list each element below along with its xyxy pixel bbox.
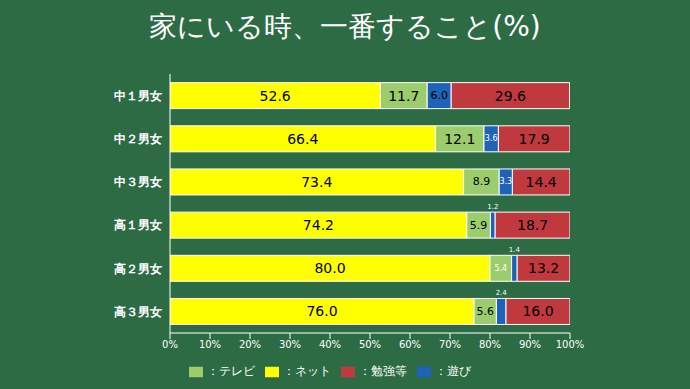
html-text:：遊び: ：遊び <box>435 364 471 378</box>
svg-text:中１男女: 中１男女 <box>114 89 162 103</box>
svg-text:3.3: 3.3 <box>499 177 512 186</box>
svg-text:66.4: 66.4 <box>287 131 318 147</box>
svg-text:高１男女: 高１男女 <box>114 218 162 232</box>
svg-text:90%: 90% <box>519 339 541 350</box>
svg-text:80%: 80% <box>479 339 501 350</box>
svg-text:76.0: 76.0 <box>306 303 337 319</box>
svg-text:2.4: 2.4 <box>496 289 508 297</box>
svg-text:70%: 70% <box>439 339 461 350</box>
svg-text:100%: 100% <box>556 339 585 350</box>
svg-text:10%: 10% <box>199 339 221 350</box>
svg-text:52.6: 52.6 <box>260 88 291 104</box>
svg-text:17.9: 17.9 <box>519 131 550 147</box>
svg-text:74.2: 74.2 <box>303 217 334 233</box>
svg-text:5.6: 5.6 <box>476 305 494 318</box>
html-text:：テレビ: ：テレビ <box>207 364 255 378</box>
svg-text:18.7: 18.7 <box>517 217 548 233</box>
svg-text:高３男女: 高３男女 <box>114 305 162 319</box>
svg-text:29.6: 29.6 <box>495 88 526 104</box>
html-text:：勉強等: ：勉強等 <box>359 364 407 378</box>
svg-text:40%: 40% <box>319 339 341 350</box>
svg-text:13.2: 13.2 <box>528 260 559 276</box>
svg-text:30%: 30% <box>279 339 301 350</box>
svg-text:中２男女: 中２男女 <box>114 132 162 146</box>
svg-text:50%: 50% <box>359 339 381 350</box>
svg-text:中３男女: 中３男女 <box>114 175 162 189</box>
svg-text:80.0: 80.0 <box>314 260 345 276</box>
svg-text:0%: 0% <box>162 339 178 350</box>
svg-text:高２男女: 高２男女 <box>114 262 162 276</box>
svg-text:11.7: 11.7 <box>388 88 419 104</box>
svg-text:1.4: 1.4 <box>509 246 521 254</box>
svg-text:5.4: 5.4 <box>494 264 507 273</box>
svg-text:60%: 60% <box>399 339 421 350</box>
svg-text:1.2: 1.2 <box>487 203 498 211</box>
svg-text:8.9: 8.9 <box>473 175 491 188</box>
svg-text:73.4: 73.4 <box>301 174 332 190</box>
svg-text:5.9: 5.9 <box>470 219 488 232</box>
svg-text:20%: 20% <box>239 339 261 350</box>
svg-text:3.6: 3.6 <box>485 134 498 143</box>
html-text:：ネット: ：ネット <box>283 364 331 378</box>
svg-text:14.4: 14.4 <box>526 174 557 190</box>
svg-text:12.1: 12.1 <box>444 131 475 147</box>
svg-text:6.0: 6.0 <box>430 89 448 102</box>
html-text:家にいる時、一番すること(%): 家にいる時、一番すること(%) <box>149 10 541 43</box>
svg-text:16.0: 16.0 <box>522 303 553 319</box>
